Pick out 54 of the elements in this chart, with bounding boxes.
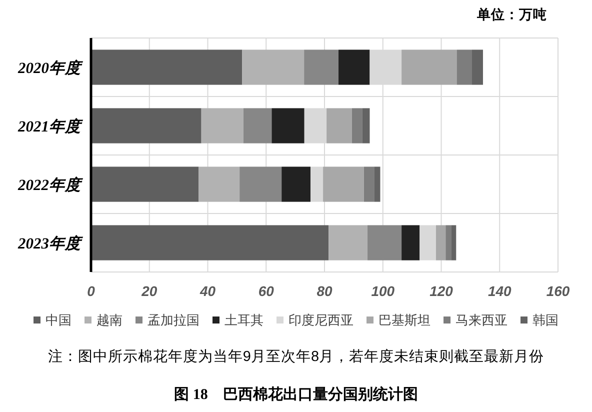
- text: 单位：万吨: [476, 7, 547, 22]
- text: 图 18 巴西棉花出口量分国别统计图: [174, 386, 418, 403]
- bar: [362, 108, 370, 144]
- legend-label: 越南: [96, 312, 122, 328]
- bar: [402, 50, 457, 85]
- bar: [456, 50, 472, 85]
- bar: [240, 166, 282, 202]
- bar: [282, 166, 310, 202]
- bar: [364, 166, 374, 202]
- y-tick-label: 2022年度: [17, 176, 84, 194]
- bar: [451, 225, 456, 260]
- x-tick-label: 140: [488, 283, 512, 299]
- x-tick-label: 40: [198, 283, 216, 299]
- bar: [374, 166, 380, 202]
- bar: [91, 166, 199, 202]
- bar: [242, 50, 304, 85]
- bar: [198, 166, 240, 202]
- y-tick-label: 2020年度: [17, 58, 84, 77]
- y-tick-label: 2023年度: [17, 234, 84, 252]
- legend-label: 孟加拉国: [148, 312, 200, 328]
- bar: [328, 225, 368, 260]
- y-tick-label: 2021年度: [17, 117, 84, 136]
- bar: [201, 108, 244, 144]
- bar: [446, 225, 452, 260]
- legend-label: 中国: [46, 312, 72, 328]
- bar: [402, 225, 420, 260]
- bar: [243, 108, 272, 144]
- bar: [323, 166, 364, 202]
- bar: [338, 50, 370, 85]
- bar: [304, 50, 339, 85]
- bar: [436, 225, 446, 260]
- bar: [326, 108, 352, 144]
- legend-label: 马来西亚: [456, 312, 508, 328]
- legend-label: 巴基斯坦: [378, 312, 430, 328]
- bar: [310, 166, 324, 202]
- bar: [367, 225, 402, 260]
- bar: [91, 50, 242, 85]
- x-tick-label: 120: [430, 283, 454, 299]
- bar: [472, 50, 483, 85]
- bar: [272, 108, 304, 144]
- x-tick-label: 160: [546, 283, 570, 299]
- x-tick-label: 60: [258, 283, 274, 299]
- x-tick-label: 20: [140, 283, 158, 299]
- legend-label: 韩国: [532, 312, 558, 328]
- x-tick-label: 100: [371, 283, 395, 299]
- x-tick-label: 80: [316, 283, 332, 299]
- legend-label: 印度尼西亚: [288, 312, 354, 328]
- bar: [91, 108, 202, 144]
- bar: [420, 225, 436, 260]
- legend-label: 土耳其: [224, 312, 264, 328]
- bar: [91, 225, 329, 260]
- text: 注：图中所示棉花年度为当年9月至次年8月，若年度未结束则截至最新月份: [48, 348, 544, 365]
- bar: [352, 108, 362, 144]
- x-tick-label: 0: [87, 283, 96, 299]
